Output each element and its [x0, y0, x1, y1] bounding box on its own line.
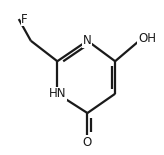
- Text: F: F: [21, 13, 28, 26]
- Text: O: O: [83, 136, 92, 149]
- Text: N: N: [83, 34, 92, 47]
- Text: HN: HN: [49, 87, 66, 100]
- Text: OH: OH: [138, 32, 156, 45]
